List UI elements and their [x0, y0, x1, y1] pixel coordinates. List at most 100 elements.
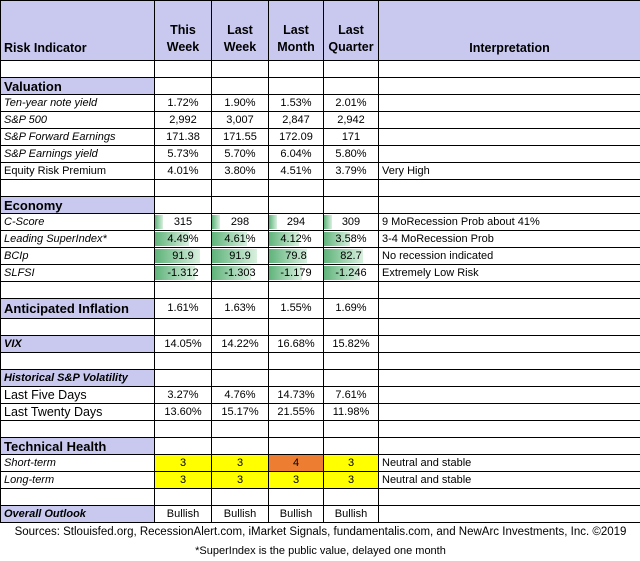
value-cell: 14.05% [154, 335, 212, 353]
value-cell: 16.68% [268, 335, 324, 353]
row-label: S&P Forward Earnings [0, 128, 155, 146]
table-row: Last Five Days 3.27% 4.76% 14.73% 7.61% [0, 386, 640, 404]
bar-cell: 4.49% [154, 230, 212, 248]
section-outlook: Overall Outlook Bullish Bullish Bullish … [0, 505, 640, 523]
row-label: Leading SuperIndex* [0, 230, 155, 248]
section-title: Historical S&P Volatility [0, 369, 155, 387]
table-row: SLFSI -1.312 -1.303 -1.179 -1.246 Extrem… [0, 264, 640, 282]
sources-row: Sources: Stlouisfed.org, RecessionAlert.… [1, 523, 640, 543]
row-label: Short-term [0, 454, 155, 472]
value-cell: 3.80% [211, 162, 269, 180]
bar-cell: 315 [154, 213, 212, 231]
status-cell: 3 [154, 471, 212, 489]
note-row: *SuperIndex is the public value, delayed… [1, 542, 640, 560]
value-cell: 1.61% [154, 298, 212, 319]
bar-fill [212, 215, 221, 229]
bar-cell: -1.312 [154, 264, 212, 282]
bar-fill [269, 232, 299, 246]
table-row: S&P Forward Earnings 171.38 171.55 172.0… [0, 128, 640, 146]
bar-fill [155, 249, 200, 263]
value-cell: 4.01% [154, 162, 212, 180]
row-label: Equity Risk Premium [0, 162, 155, 180]
section-title: Valuation [0, 77, 155, 95]
bar-cell: -1.246 [323, 264, 379, 282]
table-row: Long-term 3 3 3 3 Neutral and stable [0, 471, 640, 489]
section-title: Technical Health [0, 437, 155, 455]
bar-cell: 298 [211, 213, 269, 231]
value-cell: 11.98% [323, 403, 379, 421]
value-cell: 171 [323, 128, 379, 146]
value-cell: 2.01% [323, 94, 379, 112]
bar-fill [269, 215, 278, 229]
value-cell: 7.61% [323, 386, 379, 404]
header-interpretation: Interpretation [378, 0, 640, 61]
bar-fill [269, 266, 303, 280]
interpretation-cell: No recession indicated [378, 247, 640, 265]
outlook-cell: Bullish [154, 505, 212, 523]
value-cell: 1.63% [211, 298, 269, 319]
value-cell: 3.79% [323, 162, 379, 180]
bar-fill [155, 215, 164, 229]
value-cell: 13.60% [154, 403, 212, 421]
bar-cell: 79.8 [268, 247, 324, 265]
spacer-row [0, 488, 640, 506]
value-cell: 2,847 [268, 111, 324, 129]
value-cell: 6.04% [268, 145, 324, 163]
section-volatility: Historical S&P Volatility [0, 369, 640, 387]
section-title: Anticipated Inflation [0, 298, 155, 319]
bar-fill [212, 249, 257, 263]
value-cell: 5.73% [154, 145, 212, 163]
sources-text: Sources: Stlouisfed.org, RecessionAlert.… [14, 526, 627, 538]
value-cell: 3,007 [211, 111, 269, 129]
interpretation-cell [378, 145, 640, 163]
table-row: BCIp 91.9 91.9 79.8 82.7 No recession in… [0, 247, 640, 265]
interpretation-cell [378, 94, 640, 112]
bar-fill [212, 266, 252, 280]
value-cell: 1.53% [268, 94, 324, 112]
header-last-month: Last Month [268, 0, 324, 61]
table-row: Last Twenty Days 13.60% 15.17% 21.55% 11… [0, 403, 640, 421]
bar-cell: 82.7 [323, 247, 379, 265]
row-label: C-Score [0, 213, 155, 231]
value-cell: 1.55% [268, 298, 324, 319]
status-cell: 3 [323, 471, 379, 489]
interpretation-cell: Neutral and stable [378, 454, 640, 472]
bar-cell: 91.9 [154, 247, 212, 265]
table-row: S&P Earnings yield 5.73% 5.70% 6.04% 5.8… [0, 145, 640, 163]
section-technical: Technical Health [0, 437, 640, 455]
value-cell: 2,942 [323, 111, 379, 129]
header-last-quarter: Last Quarter [323, 0, 379, 61]
value-cell: 14.22% [211, 335, 269, 353]
value-cell: 14.73% [268, 386, 324, 404]
spacer-row [0, 179, 640, 197]
bar-fill [269, 249, 307, 263]
section-title: Overall Outlook [0, 505, 155, 523]
section-inflation: Anticipated Inflation 1.61% 1.63% 1.55% … [0, 298, 640, 319]
status-cell: 3 [211, 471, 269, 489]
value-cell: 1.90% [211, 94, 269, 112]
bar-fill [324, 249, 363, 263]
value-cell: 1.72% [154, 94, 212, 112]
bar-fill [212, 232, 247, 246]
value-cell: 15.17% [211, 403, 269, 421]
table-row: C-Score 315 298 294 309 9 MoRecession Pr… [0, 213, 640, 231]
value-cell: 15.82% [323, 335, 379, 353]
bar-cell: -1.179 [268, 264, 324, 282]
interpretation-cell: 9 MoRecession Prob about 41% [378, 213, 640, 231]
value-cell: 172.09 [268, 128, 324, 146]
value-cell: 4.76% [211, 386, 269, 404]
header-row: Risk Indicator This Week Last Week Last Mon… [0, 0, 640, 61]
bar-cell: 4.12% [268, 230, 324, 248]
value-cell: 1.69% [323, 298, 379, 319]
bar-fill [324, 215, 333, 229]
row-label: S&P 500 [0, 111, 155, 129]
value-cell: 171.55 [211, 128, 269, 146]
status-cell: 3 [323, 454, 379, 472]
section-vix: VIX 14.05% 14.22% 16.68% 15.82% [0, 335, 640, 353]
status-cell: 3 [154, 454, 212, 472]
table-row: Short-term 3 3 4 3 Neutral and stable [0, 454, 640, 472]
table-row: Ten-year note yield 1.72% 1.90% 1.53% 2.… [0, 94, 640, 112]
interpretation-cell: Very High [378, 162, 640, 180]
interpretation-cell: 3-4 MoRecession Prob [378, 230, 640, 248]
